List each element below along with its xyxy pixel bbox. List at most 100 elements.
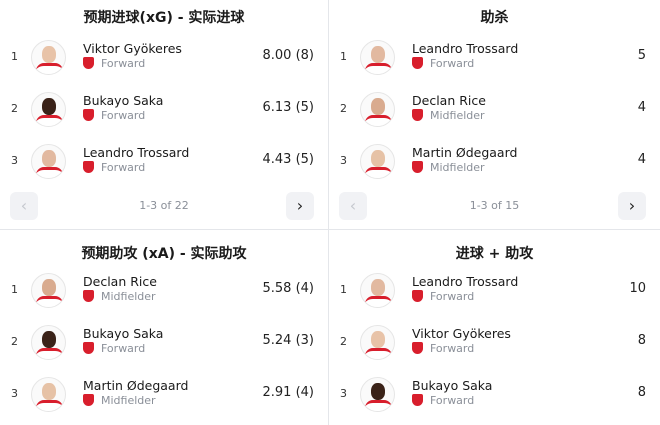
- panel-xg-vs-goals: 预期进球(xG) - 实际进球 1 Viktor Gyökeres Forwar…: [0, 0, 328, 229]
- player-position: Forward: [412, 57, 474, 70]
- panel-title: 预期助攻 (xA) - 实际助攻: [81, 246, 247, 262]
- player-position: Forward: [83, 109, 145, 122]
- player-position: Midfielder: [412, 109, 485, 122]
- arsenal-crest-icon: [83, 57, 94, 69]
- player-avatar: [31, 40, 66, 75]
- panel-assists: 助杀 1 Leandro Trossard Forward 5 2 Declan…: [329, 0, 660, 229]
- player-name[interactable]: Martin Ødegaard: [83, 378, 189, 393]
- player-row[interactable]: 1 Leandro Trossard Forward 10: [329, 269, 660, 313]
- pagination: ‹ 1-3 of 22 ›: [0, 192, 328, 220]
- player-name[interactable]: Bukayo Saka: [83, 326, 164, 341]
- rank: 2: [11, 335, 18, 348]
- position-label: Forward: [430, 394, 475, 407]
- player-name[interactable]: Bukayo Saka: [412, 378, 493, 393]
- stat-value: 4.43 (5): [262, 152, 315, 167]
- player-name[interactable]: Martin Ødegaard: [412, 145, 518, 160]
- player-position: Forward: [412, 342, 474, 355]
- player-row[interactable]: 3 Martin Ødegaard Midfielder 2.91 (4): [0, 373, 328, 417]
- player-avatar: [360, 144, 395, 179]
- player-row[interactable]: 3 Bukayo Saka Forward 8: [329, 373, 660, 417]
- arsenal-crest-icon: [83, 394, 94, 406]
- vertical-divider: [328, 0, 329, 425]
- player-row[interactable]: 1 Viktor Gyökeres Forward 8.00 (8): [0, 36, 328, 80]
- player-position: Forward: [83, 342, 145, 355]
- rank: 3: [11, 387, 18, 400]
- player-avatar: [360, 377, 395, 412]
- prev-page-button[interactable]: ‹: [10, 192, 38, 220]
- stat-value: 6.13 (5): [262, 100, 315, 115]
- rank: 1: [340, 50, 347, 63]
- arsenal-crest-icon: [83, 290, 94, 302]
- player-name[interactable]: Bukayo Saka: [83, 93, 164, 108]
- player-name[interactable]: Leandro Trossard: [412, 41, 519, 56]
- position-label: Forward: [430, 57, 475, 70]
- player-position: Forward: [412, 394, 474, 407]
- player-avatar: [360, 273, 395, 308]
- position-label: Midfielder: [430, 161, 485, 174]
- page-count: 1-3 of 15: [469, 199, 520, 212]
- player-name[interactable]: Leandro Trossard: [412, 274, 519, 289]
- player-row[interactable]: 1 Leandro Trossard Forward 5: [329, 36, 660, 80]
- rank: 3: [340, 154, 347, 167]
- rank: 3: [11, 154, 18, 167]
- player-position: Forward: [412, 290, 474, 303]
- player-avatar: [360, 325, 395, 360]
- arsenal-crest-icon: [412, 57, 423, 69]
- stat-value: 5.24 (3): [262, 333, 315, 348]
- position-label: Forward: [430, 290, 475, 303]
- panel-title: 助杀: [480, 10, 509, 26]
- panel-xa-vs-assists: 预期助攻 (xA) - 实际助攻 1 Declan Rice Midfielde…: [0, 230, 328, 425]
- player-avatar: [360, 40, 395, 75]
- player-row[interactable]: 3 Martin Ødegaard Midfielder 4: [329, 140, 660, 184]
- panel-title: 预期进球(xG) - 实际进球: [83, 10, 245, 26]
- arsenal-crest-icon: [412, 109, 423, 121]
- arsenal-crest-icon: [412, 394, 423, 406]
- position-label: Forward: [101, 57, 146, 70]
- player-name[interactable]: Declan Rice: [83, 274, 157, 289]
- player-row[interactable]: 3 Leandro Trossard Forward 4.43 (5): [0, 140, 328, 184]
- player-avatar: [31, 273, 66, 308]
- position-label: Midfielder: [101, 394, 156, 407]
- player-avatar: [31, 92, 66, 127]
- horizontal-divider: [0, 229, 660, 230]
- arsenal-crest-icon: [412, 342, 423, 354]
- stat-value: 4: [637, 100, 646, 115]
- player-row[interactable]: 2 Bukayo Saka Forward 6.13 (5): [0, 88, 328, 132]
- stat-value: 2.91 (4): [262, 385, 315, 400]
- panel-title: 进球 + 助攻: [455, 246, 534, 262]
- player-name[interactable]: Viktor Gyökeres: [412, 326, 511, 341]
- arsenal-crest-icon: [412, 290, 423, 302]
- prev-page-button[interactable]: ‹: [339, 192, 367, 220]
- player-position: Forward: [83, 161, 145, 174]
- player-row[interactable]: 2 Viktor Gyökeres Forward 8: [329, 321, 660, 365]
- stat-value: 10: [629, 281, 646, 296]
- position-label: Forward: [101, 342, 146, 355]
- arsenal-crest-icon: [412, 161, 423, 173]
- position-label: Midfielder: [430, 109, 485, 122]
- player-row[interactable]: 2 Bukayo Saka Forward 5.24 (3): [0, 321, 328, 365]
- player-row[interactable]: 2 Declan Rice Midfielder 4: [329, 88, 660, 132]
- next-page-button[interactable]: ›: [618, 192, 646, 220]
- stat-value: 8.00 (8): [262, 48, 315, 63]
- player-name[interactable]: Viktor Gyökeres: [83, 41, 182, 56]
- rank: 1: [11, 283, 18, 296]
- stat-value: 4: [637, 152, 646, 167]
- next-page-button[interactable]: ›: [286, 192, 314, 220]
- rank: 3: [340, 387, 347, 400]
- player-row[interactable]: 1 Declan Rice Midfielder 5.58 (4): [0, 269, 328, 313]
- position-label: Midfielder: [101, 290, 156, 303]
- player-position: Midfielder: [412, 161, 485, 174]
- player-avatar: [31, 144, 66, 179]
- stat-value: 5: [637, 48, 646, 63]
- rank: 1: [11, 50, 18, 63]
- pagination: ‹ 1-3 of 15 ›: [329, 192, 660, 220]
- page-count: 1-3 of 22: [139, 199, 189, 212]
- player-name[interactable]: Leandro Trossard: [83, 145, 190, 160]
- stat-value: 5.58 (4): [262, 281, 315, 296]
- player-name[interactable]: Declan Rice: [412, 93, 486, 108]
- position-label: Forward: [101, 109, 146, 122]
- panel-goals-plus-assists: 进球 + 助攻 1 Leandro Trossard Forward 10 2 …: [329, 230, 660, 425]
- stat-value: 8: [637, 385, 646, 400]
- arsenal-crest-icon: [83, 109, 94, 121]
- rank: 2: [11, 102, 18, 115]
